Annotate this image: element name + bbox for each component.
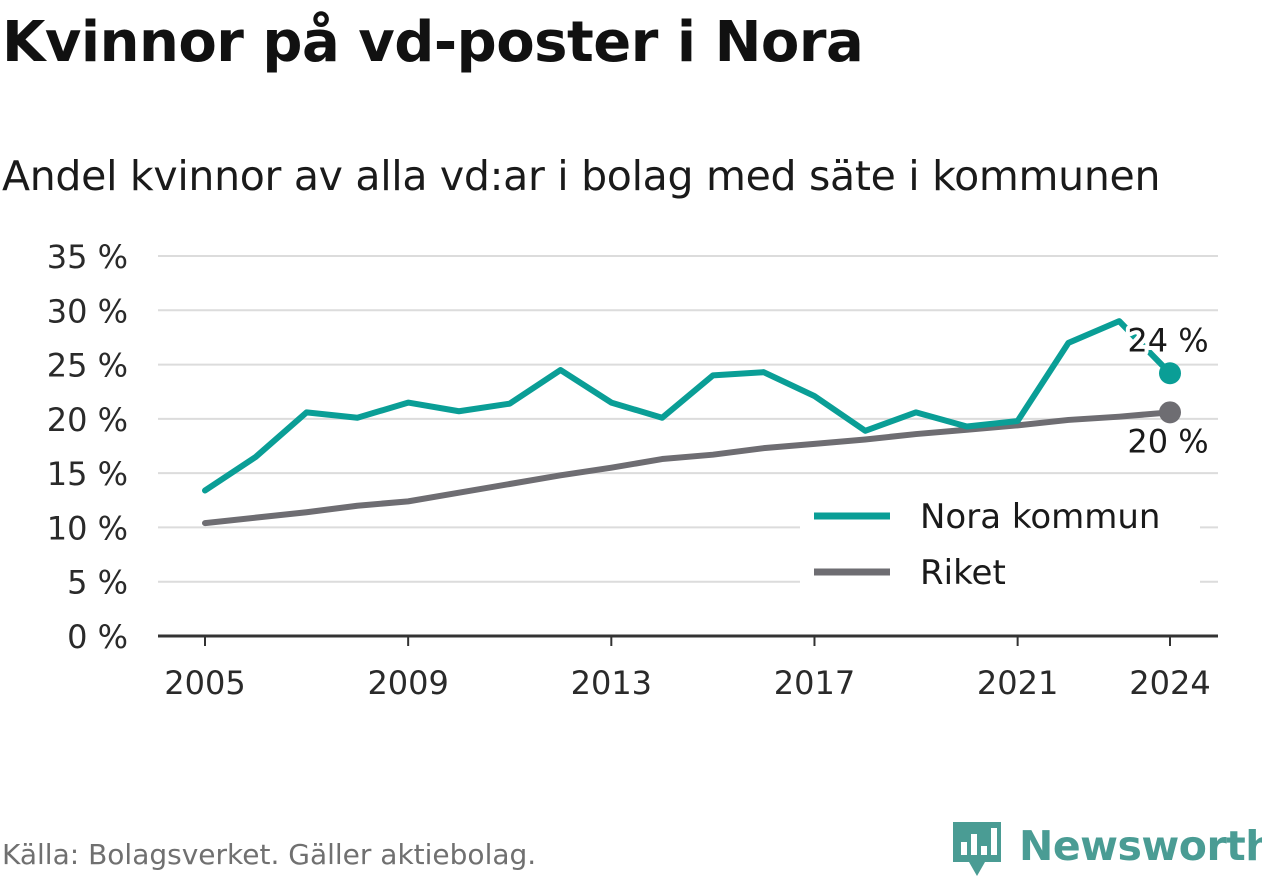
riket-end-marker <box>1159 401 1181 424</box>
y-tick-label: 35 % <box>47 238 128 276</box>
nora-end-label: 24 % <box>1127 321 1208 359</box>
legend-background <box>800 490 1200 608</box>
newsworthy-logo-icon <box>953 822 1001 876</box>
nora-end-marker <box>1159 362 1181 385</box>
source-note: Källa: Bolagsverket. Gäller aktiebolag. <box>2 838 537 871</box>
riket-line <box>202 409 1173 527</box>
legend: Nora kommun Riket <box>800 490 1200 608</box>
chart-subtitle: Andel kvinnor av alla vd:ar i bolag med … <box>2 152 1161 200</box>
y-tick-label: 15 % <box>47 455 128 493</box>
riket-end-label: 20 % <box>1127 422 1208 460</box>
legend-label-nora: Nora kommun <box>920 497 1160 537</box>
nora-kommun-line <box>202 318 1173 494</box>
x-tick-label: 2017 <box>774 664 855 702</box>
y-tick-label: 0 % <box>67 618 128 656</box>
x-tick-label: 2005 <box>164 664 245 702</box>
x-tick-label: 2021 <box>977 664 1058 702</box>
newsworthy-logo: Newsworthy <box>951 820 1262 878</box>
chart-title: Kvinnor på vd-poster i Nora <box>2 10 864 75</box>
y-tick-label: 5 % <box>67 564 128 602</box>
x-tick-label: 2013 <box>571 664 652 702</box>
grid-lines <box>158 255 1218 583</box>
y-tick-label: 25 % <box>47 347 128 385</box>
y-tick-label: 20 % <box>47 401 128 439</box>
end-labels: 24 % 20 % <box>1123 317 1212 464</box>
series-lines <box>202 318 1181 527</box>
y-axis-ticks: 0 % 5 % 10 % 15 % 20 % 25 % 30 % 35 % <box>47 238 128 656</box>
x-tick-label: 2009 <box>367 664 448 702</box>
y-tick-label: 10 % <box>47 509 128 547</box>
x-tick-label: 2024 <box>1129 664 1210 702</box>
legend-label-riket: Riket <box>920 553 1006 593</box>
x-axis-ticks: 2005 2009 2013 2017 2021 2024 <box>158 634 1218 702</box>
y-tick-label: 30 % <box>47 292 128 330</box>
newsworthy-logo-text: Newsworthy <box>1019 822 1262 870</box>
